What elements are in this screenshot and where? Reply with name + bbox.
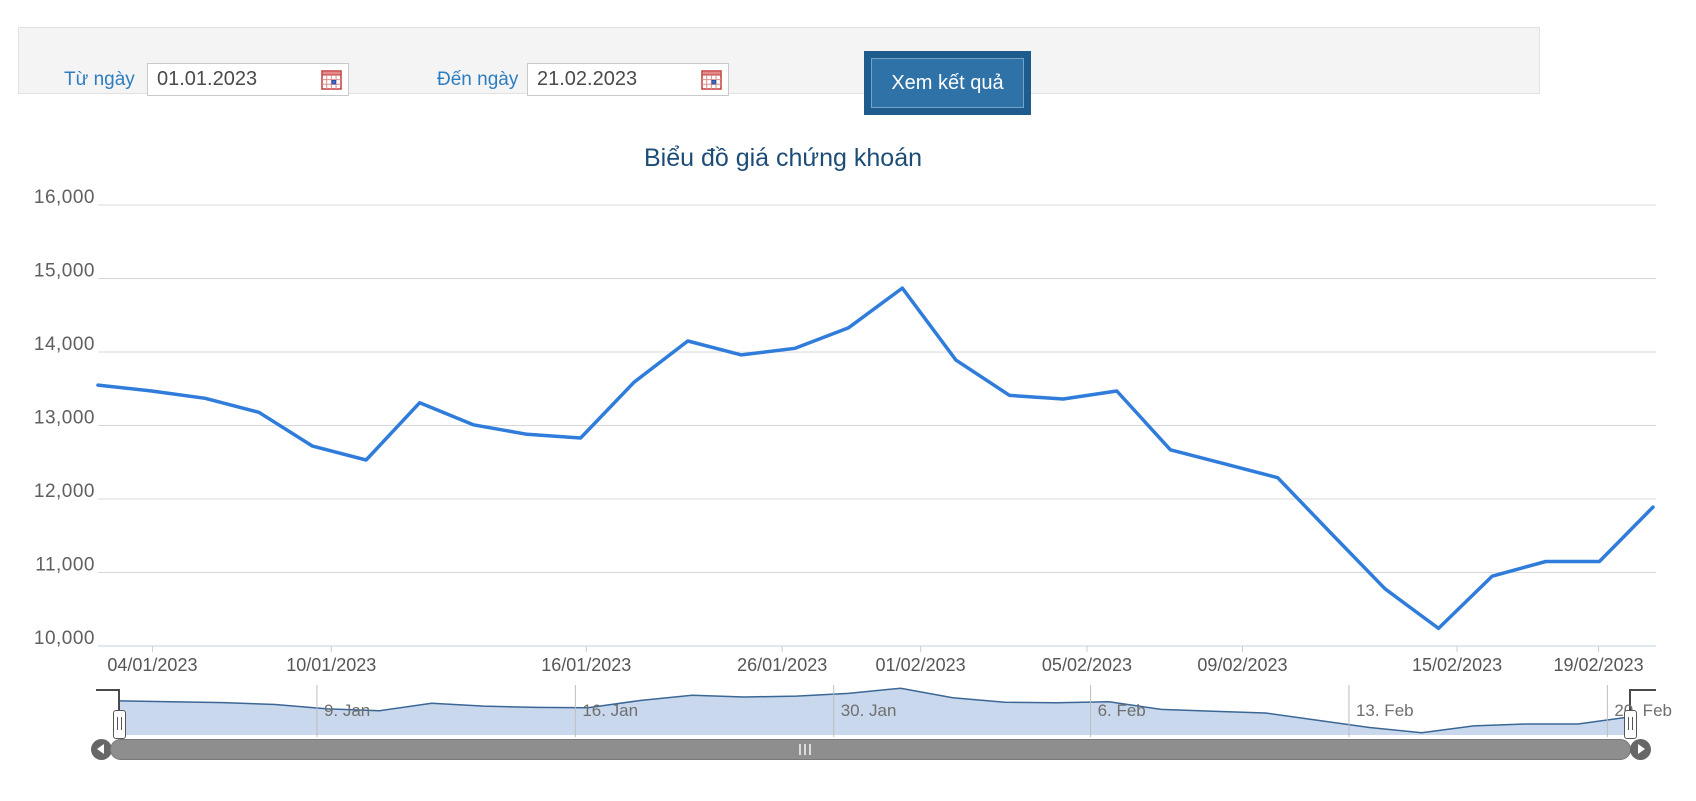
navigator-line	[118, 687, 1631, 734]
navigator-axis-label: 30. Jan	[841, 701, 897, 720]
x-axis-label: 15/02/2023	[1412, 655, 1502, 675]
from-date-label: Từ ngày	[64, 69, 135, 90]
scrollbar-grip-icon[interactable]	[799, 744, 811, 755]
y-axis-label: 12,000	[34, 481, 95, 502]
navigator-axis-label: 13. Feb	[1356, 701, 1414, 720]
navigator-outline	[1629, 689, 1656, 710]
calendar-icon[interactable]	[321, 69, 342, 90]
y-axis-label: 15,000	[34, 261, 95, 282]
x-axis-label: 05/02/2023	[1042, 655, 1132, 675]
x-axis-label: 04/01/2023	[107, 655, 197, 675]
calendar-icon[interactable]	[701, 69, 722, 90]
x-axis-label: 01/02/2023	[876, 655, 966, 675]
y-axis-label: 16,000	[34, 187, 95, 208]
navigator-axis-label: 6. Feb	[1098, 701, 1146, 720]
to-date-label: Đến ngày	[437, 69, 519, 90]
x-axis-label: 16/01/2023	[541, 655, 631, 675]
y-axis-label: 14,000	[34, 334, 95, 355]
chart-title: Biểu đồ giá chứng khoán	[643, 144, 923, 172]
from-date-input[interactable]: 01.01.2023	[147, 63, 349, 96]
y-axis-label: 13,000	[34, 408, 95, 429]
scrollbar-thumb[interactable]	[110, 739, 1631, 760]
scrollbar-left-button[interactable]	[91, 739, 112, 760]
navigator-outline	[96, 689, 120, 710]
to-date-input[interactable]: 21.02.2023	[527, 63, 729, 96]
arrow-right-icon	[1638, 744, 1645, 754]
view-results-button[interactable]: Xem kết quả	[864, 51, 1031, 115]
view-results-button-label[interactable]: Xem kết quả	[871, 58, 1024, 108]
price-series-line	[96, 286, 1655, 631]
arrow-left-icon	[97, 744, 104, 754]
navigator-axis-label: 16. Jan	[582, 701, 638, 720]
x-axis-label: 10/01/2023	[286, 655, 376, 675]
x-axis-label: 26/01/2023	[737, 655, 827, 675]
navigator-left-handle-icon[interactable]	[113, 710, 126, 739]
x-axis-label: 19/02/2023	[1554, 655, 1644, 675]
navigator-axis-label: 9. Jan	[324, 701, 370, 720]
navigator-area	[119, 688, 1630, 735]
y-axis-label: 10,000	[34, 628, 95, 649]
scrollbar-right-button[interactable]	[1630, 739, 1651, 760]
navigator-right-handle-icon[interactable]	[1624, 710, 1637, 739]
navigator-axis-label: 20. Feb	[1614, 701, 1672, 720]
date-filter-panel: Từ ngày 01.01.2023 Đến ngày 21.02.2023	[18, 27, 1540, 115]
x-axis-label: 09/02/2023	[1197, 655, 1287, 675]
from-date-value[interactable]: 01.01.2023	[157, 68, 258, 90]
y-axis-label: 11,000	[35, 555, 95, 576]
to-date-value[interactable]: 21.02.2023	[537, 68, 638, 90]
